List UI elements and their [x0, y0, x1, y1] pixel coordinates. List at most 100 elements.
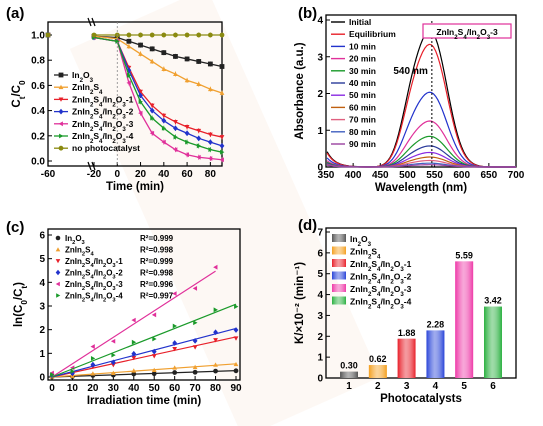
- panel-c-data-point: [90, 344, 95, 349]
- panel-c-y-tick-label: 6: [39, 231, 45, 242]
- panel-a-legend-swatch-marker: [58, 145, 64, 151]
- panel-b-legend-label: 80 min: [349, 127, 376, 137]
- panel-b-spectrum: [326, 156, 516, 168]
- panel-d-legend-label: ZnIn2S4/In2O3-1: [350, 259, 412, 273]
- panel-a: (a) -60 -20 0 20 40 60 80 0.0 0.2 0.4 0.6 0.8 1.0 Time…: [6, 5, 225, 193]
- panel-a-data-point: [138, 89, 143, 95]
- panel-c-data-point: [110, 359, 116, 366]
- panel-c-data-point: [172, 291, 177, 297]
- panel-b-y-tick-label: 3: [317, 52, 323, 63]
- panel-d-x-tick-label: 2: [375, 381, 381, 392]
- panel-c-x-tick-label: 10: [67, 383, 79, 394]
- panel-a-data-point: [173, 134, 178, 140]
- panel-a-data-point: [126, 72, 132, 78]
- panel-a-data-point: [126, 38, 132, 44]
- panel-a-data-point: [149, 46, 155, 52]
- panel-c-x-tick-label: 70: [190, 383, 202, 394]
- panel-a-data-point: [196, 59, 202, 64]
- panel-a-data-point: [161, 139, 166, 145]
- panel-b-plot-frame: [325, 14, 517, 168]
- panel-a-break-mark: [91, 17, 96, 27]
- panel-c-x-tick-label: 50: [149, 383, 161, 394]
- panel-b-legend-label: 50 min: [349, 90, 376, 100]
- panel-c-data-point: [192, 345, 198, 350]
- panel-a-data-point: [126, 80, 131, 86]
- panel-b-sample-box: [422, 23, 512, 39]
- panel-a-data-point: [219, 32, 225, 38]
- panel-c-legend-label: In2O3: [65, 234, 85, 246]
- panel-a-legend-label: ZnIn2S4/In2O3-4: [72, 131, 134, 145]
- panel-a-data-point: [138, 51, 143, 56]
- panel-a-data-point: [161, 125, 167, 131]
- panel-a-break-mark: [87, 161, 92, 171]
- panel-a-y-tick-label: 0.0: [31, 157, 45, 168]
- panel-c-data-point: [172, 370, 178, 375]
- panel-c-fit-line: [51, 370, 237, 378]
- panel-d-legend-swatch-shine: [332, 284, 346, 292]
- panel-b-label: (b): [298, 5, 317, 22]
- panel-a-label: (a): [6, 5, 24, 22]
- panel-c-x-tick-label: 40: [128, 383, 140, 394]
- panel-d-legend-label: ZnIn2S4/In2O3-3: [350, 284, 412, 298]
- panel-a-data-point: [138, 42, 143, 48]
- panel-d-bar-shine: [368, 365, 387, 378]
- panel-b: (b) 350 400 450 500 550 600 650 700 0 1 2 3 4 Waveleng…: [294, 5, 525, 194]
- panel-c-data-point: [131, 371, 137, 377]
- panel-a-legend-swatch-marker: [59, 133, 64, 139]
- panel-c-fit-line: [51, 303, 237, 378]
- panel-b-x-tick-label: 450: [372, 170, 389, 181]
- panel-c-data-point: [151, 348, 157, 355]
- panel-a-break-mark: [87, 17, 92, 27]
- panel-a-data-point: [207, 86, 213, 92]
- panel-c-data-point: [131, 368, 137, 373]
- panel-c-x-axis-label: Irradiation time (min): [87, 395, 202, 407]
- panel-c-label: (c): [6, 219, 24, 236]
- panel-a-data-point: [184, 56, 190, 62]
- panel-a-data-point: [161, 50, 167, 56]
- panel-d-bar-value-label: 0.30: [340, 361, 358, 371]
- panel-c-fit-line: [51, 363, 237, 378]
- panel-c-data-point: [233, 327, 239, 333]
- panel-a-data-point: [126, 32, 132, 38]
- panel-a-x-tick-label: 80: [205, 169, 217, 180]
- panel-c-y-tick-label: 1: [39, 349, 45, 360]
- panel-d-y-tick-label: 4: [317, 290, 323, 301]
- panel-c-data-point: [233, 361, 239, 367]
- panel-c-legend-r2: R²=0.997: [140, 292, 174, 301]
- panel-b-x-tick-label: 700: [508, 170, 525, 181]
- panel-b-legend-label: 20 min: [349, 54, 376, 64]
- panel-d-bar-shine: [484, 306, 502, 378]
- panel-a-data-point: [219, 135, 225, 140]
- panel-d-y-tick-label: 1: [317, 353, 323, 364]
- panel-b-legend-label: 60 min: [349, 102, 376, 112]
- panel-a-y-tick-label: 0.8: [31, 56, 45, 67]
- panel-b-sample-label: ZnIn2S4/In2O3-3: [436, 27, 498, 41]
- panel-d-legend-swatch-shine: [332, 246, 346, 255]
- panel-c-legend-marker: [55, 281, 60, 287]
- panel-a-y-tick-label: 1.0: [31, 31, 45, 42]
- panel-a-legend-label: no photocatalyst: [72, 143, 140, 153]
- panel-d-legend-label: ZnIn2S4/In2O3-4: [350, 297, 412, 311]
- panel-a-x-axis-label: Time (min): [106, 181, 164, 193]
- panel-c-x-tick-label: 80: [210, 383, 222, 394]
- panel-c-data-point: [213, 362, 218, 367]
- panel-d-bar-shine: [455, 261, 474, 378]
- panel-d-plot-frame: [325, 227, 517, 379]
- panel-c-data-point: [213, 338, 218, 343]
- panel-c-data-point: [213, 329, 218, 336]
- panel-a-legend-swatch-marker: [58, 97, 64, 102]
- panel-b-spectrum: [326, 164, 516, 168]
- panel-c-data-point: [110, 338, 116, 344]
- panel-a-data-point: [184, 152, 190, 158]
- panel-a-x-tick-label: -60: [41, 169, 56, 180]
- panel-d-x-tick-label: 1: [346, 381, 352, 392]
- panel-d-bar-value-label: 3.42: [484, 296, 502, 306]
- panel-a-legend-swatch-marker: [58, 108, 64, 115]
- panel-c-data-point: [151, 367, 157, 373]
- panel-a-x-tick-label: 0: [114, 169, 120, 180]
- panel-a-data-point: [207, 132, 213, 137]
- panel-a-legend-label: ZnIn2S4/In2O3-2: [72, 107, 134, 121]
- panel-b-legend-label: 40 min: [349, 78, 376, 88]
- panel-a-data-point: [208, 147, 213, 153]
- watermark: [69, 0, 381, 426]
